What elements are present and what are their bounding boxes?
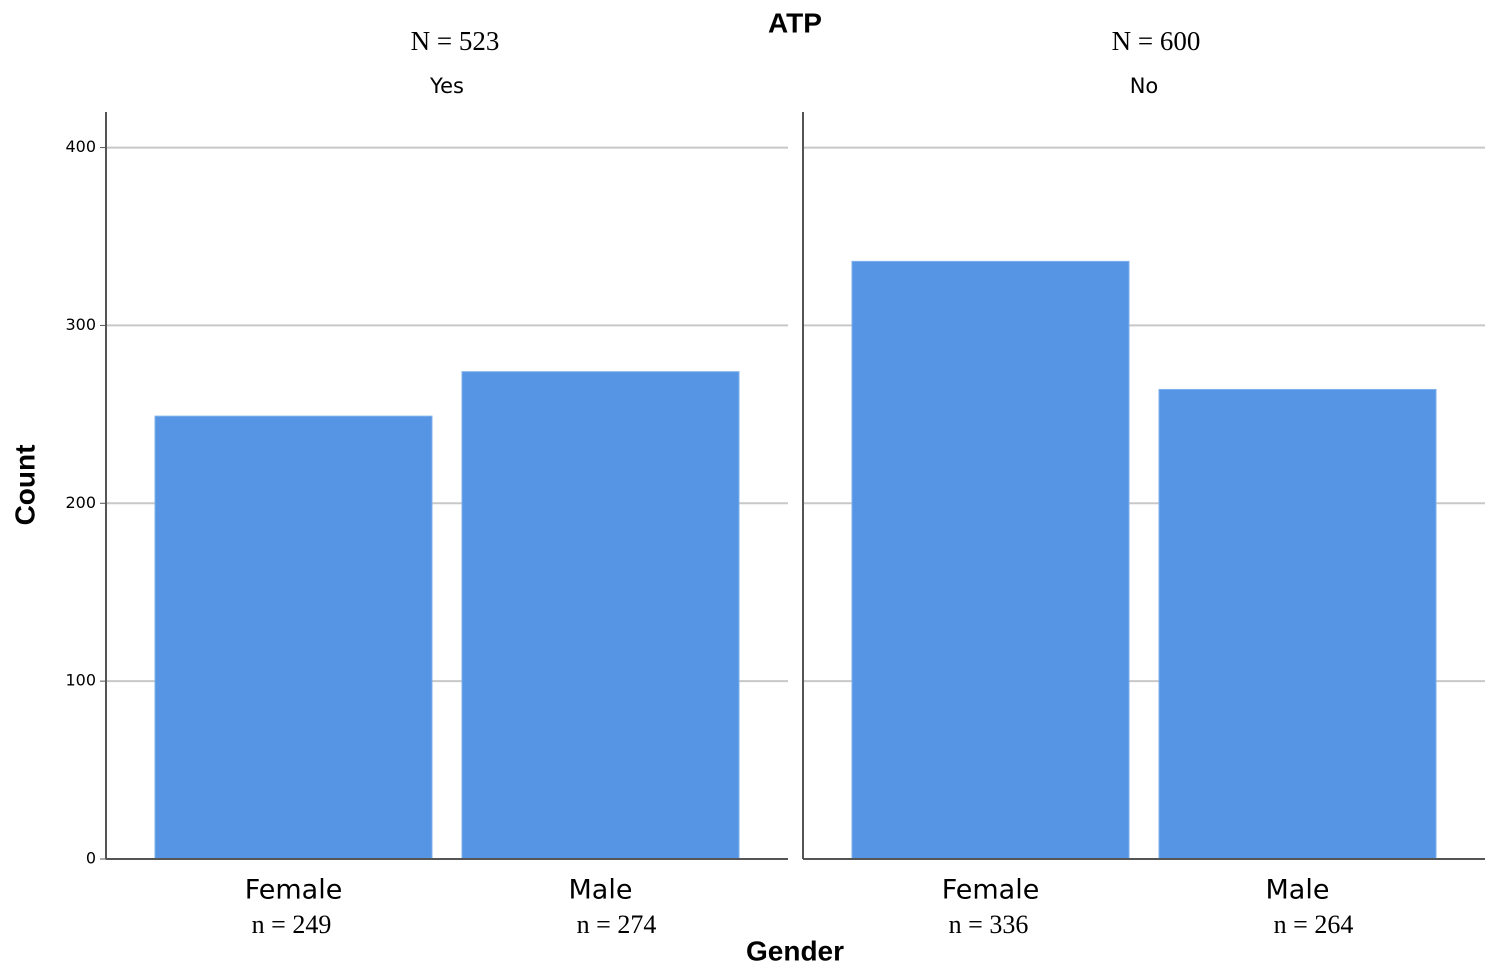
- bar: [154, 415, 433, 860]
- y-axis-label: Count: [9, 445, 40, 526]
- value-label: n = 264: [1274, 910, 1354, 939]
- y-tick-label: 200: [65, 493, 96, 512]
- panel-subtitle: Yes: [429, 74, 464, 98]
- x-tick-label: Male: [1266, 875, 1330, 906]
- bar: [851, 260, 1130, 860]
- y-tick-label: 300: [65, 315, 96, 334]
- x-tick-label: Female: [245, 875, 343, 906]
- panel-subtitle: No: [1130, 74, 1159, 98]
- y-tick-label: 0: [86, 849, 96, 868]
- bar: [1158, 388, 1437, 860]
- y-tick-label: 100: [65, 671, 96, 690]
- y-tick-label: 400: [65, 137, 96, 156]
- x-tick-label: Female: [942, 875, 1040, 906]
- bar: [461, 371, 740, 860]
- chart-title: ATP: [768, 7, 822, 38]
- x-tick-label: Male: [569, 875, 633, 906]
- value-label: n = 336: [949, 910, 1029, 939]
- panel-title: N = 523: [411, 26, 500, 56]
- value-label: n = 249: [252, 910, 332, 939]
- value-label: n = 274: [577, 910, 657, 939]
- panel-title: N = 600: [1112, 26, 1201, 56]
- x-axis-label: Gender: [746, 935, 844, 966]
